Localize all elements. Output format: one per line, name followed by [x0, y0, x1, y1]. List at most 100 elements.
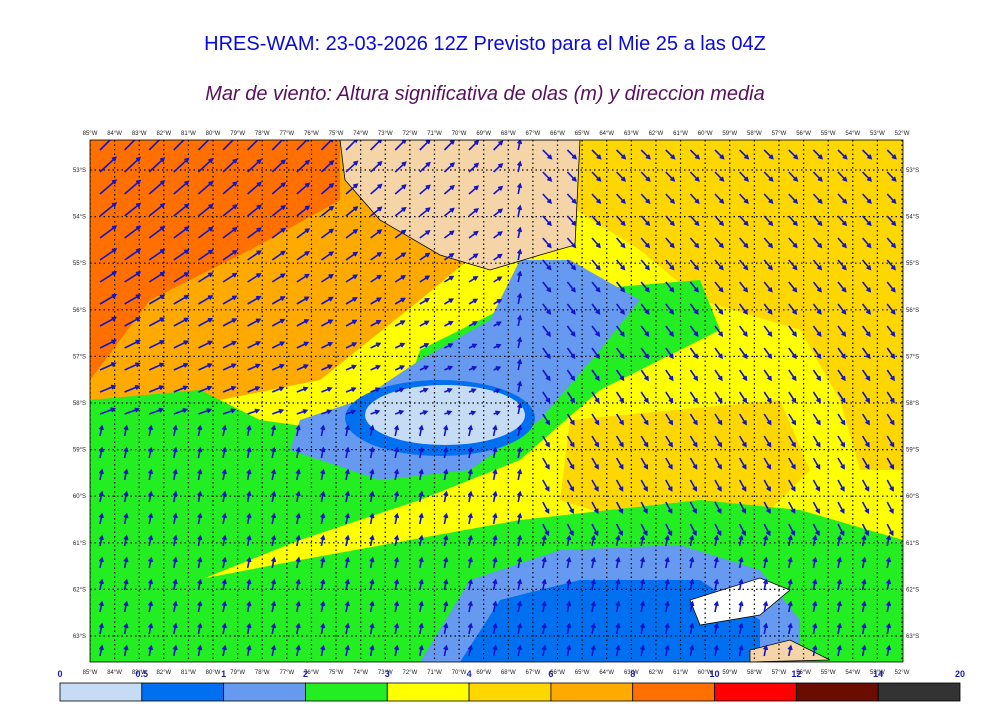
wave-arrow	[296, 140, 310, 151]
lat-label: 61°S	[73, 541, 86, 547]
wave-arrow	[738, 303, 748, 315]
wave-arrow	[812, 171, 823, 182]
wave-arrow	[173, 226, 190, 239]
subtitle: Mar de viento: Altura significativa de o…	[205, 83, 765, 105]
wave-arrow	[615, 644, 621, 657]
wave-arrow	[418, 468, 424, 481]
wave-arrow	[812, 149, 824, 160]
wave-arrow	[321, 364, 333, 371]
wave-arrow	[394, 320, 406, 327]
wave-arrow	[689, 523, 697, 537]
wave-arrow	[788, 523, 796, 537]
wave-arrow	[640, 281, 650, 293]
wave-arrow	[295, 512, 301, 525]
wave-arrow	[861, 369, 871, 382]
wave-arrow	[542, 479, 550, 492]
wave-arrow	[812, 325, 822, 337]
wave-arrow	[198, 385, 213, 393]
wave-arrow	[493, 162, 504, 173]
wave-arrow	[689, 347, 699, 360]
wave-arrow	[418, 424, 424, 437]
wave-arrow	[98, 490, 104, 503]
wave-arrow	[124, 271, 142, 283]
wave-arrow	[418, 534, 424, 547]
lon-label: 53°W	[870, 670, 885, 676]
wave-arrow	[837, 193, 848, 205]
wave-arrow	[270, 578, 277, 591]
wave-arrow	[542, 501, 550, 515]
wave-arrow	[763, 457, 772, 470]
wave-arrow	[689, 391, 698, 404]
wave-arrow	[762, 556, 769, 569]
wave-arrow	[369, 446, 375, 459]
wave-arrow	[99, 156, 117, 173]
wave-arrow	[468, 410, 477, 416]
wave-arrow	[197, 446, 203, 459]
lon-label: 77°W	[279, 131, 294, 137]
wave-arrow	[468, 321, 478, 327]
wave-arrow	[443, 230, 455, 239]
wave-arrow	[197, 272, 214, 283]
wave-arrow	[99, 140, 112, 151]
wave-arrow	[714, 303, 724, 315]
wave-arrow	[763, 303, 773, 315]
wave-arrow	[492, 490, 498, 503]
wave-arrow	[886, 501, 894, 515]
wave-arrow	[419, 343, 430, 349]
wave-arrow	[542, 369, 551, 382]
wave-arrow	[886, 369, 895, 382]
wave-arrow	[493, 276, 503, 283]
wave-arrow	[714, 259, 724, 271]
wave-arrow	[861, 479, 870, 492]
wave-arrow	[369, 644, 375, 657]
wave-arrow	[787, 622, 793, 635]
wave-arrow	[197, 140, 212, 151]
wave-arrow	[467, 424, 473, 437]
wave-arrow	[639, 556, 646, 569]
wave-arrow	[123, 644, 129, 657]
wave-arrow	[763, 259, 773, 271]
wave-arrow	[566, 523, 574, 537]
wave-arrow	[516, 314, 523, 327]
wave-arrow	[689, 457, 698, 470]
wave-arrow	[493, 343, 502, 349]
wave-arrow	[370, 160, 383, 173]
wave-arrow	[271, 408, 285, 415]
wave-arrow	[124, 156, 142, 173]
wave-arrow	[147, 556, 154, 569]
wave-arrow	[221, 600, 227, 613]
wave-arrow	[221, 556, 227, 569]
wave-arrow	[665, 347, 674, 360]
wave-arrow	[124, 294, 142, 305]
wave-arrow	[271, 318, 286, 327]
wave-arrow	[393, 468, 400, 481]
wave-arrow	[591, 501, 599, 515]
wave-arrow	[492, 446, 498, 459]
wave-arrow	[591, 193, 602, 205]
wave-arrow	[344, 578, 350, 591]
wave-arrow	[394, 161, 407, 173]
wave-arrow	[763, 193, 774, 205]
lon-label: 72°W	[403, 670, 418, 676]
wave-arrow	[640, 193, 651, 205]
lon-label: 62°W	[649, 131, 664, 137]
wave-arrow	[197, 512, 203, 525]
wave-arrow	[566, 215, 577, 227]
wave-arrow	[640, 259, 650, 271]
wave-arrow	[394, 184, 407, 195]
map-field	[90, 140, 903, 662]
wave-arrow	[370, 274, 383, 283]
wave-arrow	[738, 457, 747, 470]
lon-label: 67°W	[526, 131, 541, 137]
wave-arrow	[541, 622, 547, 635]
lon-label: 75°W	[329, 670, 344, 676]
wave-arrow	[738, 391, 748, 404]
wave-arrow	[370, 320, 382, 327]
wave-arrow	[689, 303, 699, 315]
wave-arrow	[516, 402, 523, 415]
wave-arrow	[147, 622, 154, 635]
wave-arrow	[836, 622, 842, 635]
wave-arrow	[320, 578, 326, 591]
wave-arrow	[98, 446, 104, 459]
wave-arrow	[246, 534, 252, 547]
